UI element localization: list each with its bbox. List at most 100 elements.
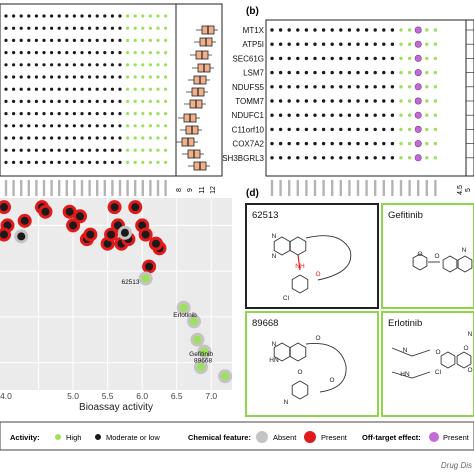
panel-a-dot [42, 124, 46, 128]
panel-a-dot [156, 26, 160, 30]
compound-name: 89668 [252, 318, 278, 329]
panel-a-dot [27, 148, 31, 152]
panel-a-dot [19, 124, 23, 128]
panel-b-dot [278, 56, 283, 61]
scatter-point-high [193, 335, 202, 344]
panel-b-dot [278, 141, 283, 146]
panel-b-dot [278, 42, 283, 46]
panel-b-dot [296, 113, 300, 117]
panel-a-dot [103, 51, 107, 55]
panel-a-dot [4, 38, 8, 43]
panel-b-dot [304, 113, 309, 117]
panel-a-dot [103, 124, 107, 128]
panel-b-dot [373, 28, 377, 32]
panel-b-dot [347, 127, 352, 132]
atom-label: O [435, 349, 440, 356]
scatter-point-moderate [41, 207, 50, 216]
panel-a-dot [164, 112, 168, 116]
panel-a-axis: 8 9 11 12 [176, 186, 217, 194]
panel-a-dot [141, 148, 145, 152]
panel-a-dot [57, 160, 61, 164]
panel-a-dot [95, 75, 99, 79]
compound-name: 62513 [252, 210, 278, 221]
panel-a-dot [19, 63, 23, 67]
panel-b-dot [390, 42, 395, 46]
macrocycle-bond [305, 235, 352, 281]
panel-b-tick-label [391, 180, 394, 196]
atom-label: O [467, 367, 472, 374]
panel-b-dot [399, 127, 403, 132]
panel-b-dot [433, 70, 438, 75]
panel-a-dot [42, 75, 46, 79]
panel-a-dot [110, 160, 114, 164]
panel-a-tick-label [156, 180, 160, 196]
panel-a-dot [50, 63, 54, 67]
legend-offtarget-label: Off-target effect: [362, 433, 421, 442]
panel-a-dot [50, 75, 54, 79]
panel-a-dot [34, 26, 39, 30]
panel-a-dot [110, 51, 114, 55]
panel-a-dots [4, 14, 168, 164]
scatter-point-moderate [141, 230, 150, 239]
panel-a-tick-label [50, 180, 53, 196]
panel-a-dot [133, 112, 137, 116]
scatter-x-tick: 6.0 [136, 391, 148, 401]
panel-a-dot [57, 136, 61, 140]
scatter-x-tick: 4.0 [0, 391, 12, 401]
panel-a-dot [103, 112, 107, 116]
compound-name: Gefitinib [388, 210, 423, 221]
panel-b-dot [296, 28, 300, 32]
panel-b-dot [390, 99, 395, 103]
scatter-x-tick: 5.0 [67, 391, 79, 401]
scatter-point-high [200, 347, 209, 356]
panel-b-dot [390, 70, 395, 75]
panel-a-dot [80, 160, 84, 164]
panel-b-dot [304, 156, 309, 160]
panel-a-dot [88, 112, 92, 116]
panel-b-dot [414, 26, 422, 34]
panel-a-dot [34, 75, 39, 79]
panel-a-dot [95, 99, 99, 103]
panel-a-dot [27, 87, 31, 91]
panel-a-dot [50, 14, 54, 18]
panel-a-dot [57, 112, 61, 116]
panel-a-dot [88, 63, 92, 67]
panel-a-dot [19, 51, 23, 55]
panel-a-dot [95, 38, 99, 43]
panel-a-dot [110, 124, 114, 128]
panel-b-dot [296, 42, 300, 46]
panel-a-dot [80, 38, 84, 43]
scatter-point-high [196, 363, 205, 372]
panel-b-dot [425, 70, 429, 75]
panel-a-dot [103, 38, 107, 43]
panel-b-dot [373, 127, 377, 132]
atom-label: O [315, 335, 320, 342]
panel-a-dot [88, 75, 92, 79]
panel-b-dot [270, 141, 274, 146]
panel-a-dot [88, 99, 92, 103]
panel-a-tick-label [20, 180, 23, 196]
panel-a-dot [164, 51, 168, 55]
panel-d: (d) 62513 Gefitinib 89668 Erlotinib N N NH O Cl O… [245, 188, 474, 417]
panel-b-dot [304, 28, 309, 32]
ring-bond [291, 274, 309, 294]
panel-a-dot [164, 26, 168, 30]
panel-a-tick-label [65, 180, 68, 196]
scatter-point-moderate [20, 216, 29, 225]
panel-b-dot [347, 56, 352, 61]
panel-b-dot [382, 70, 386, 75]
panel-a-dot [4, 99, 8, 103]
panel-a-dot [57, 87, 61, 91]
panel-a-dot [88, 38, 92, 43]
panel-b-dot [382, 28, 386, 32]
panel-a-dot [34, 51, 39, 55]
panel-a-dot [19, 148, 23, 152]
ring-bond [456, 351, 472, 369]
panel-a-tick-label [35, 180, 38, 196]
legend-frame [0, 421, 474, 451]
scatter-point-high [141, 274, 150, 283]
panel-a-tick-label [12, 180, 15, 196]
panel-b-dot [287, 141, 291, 146]
